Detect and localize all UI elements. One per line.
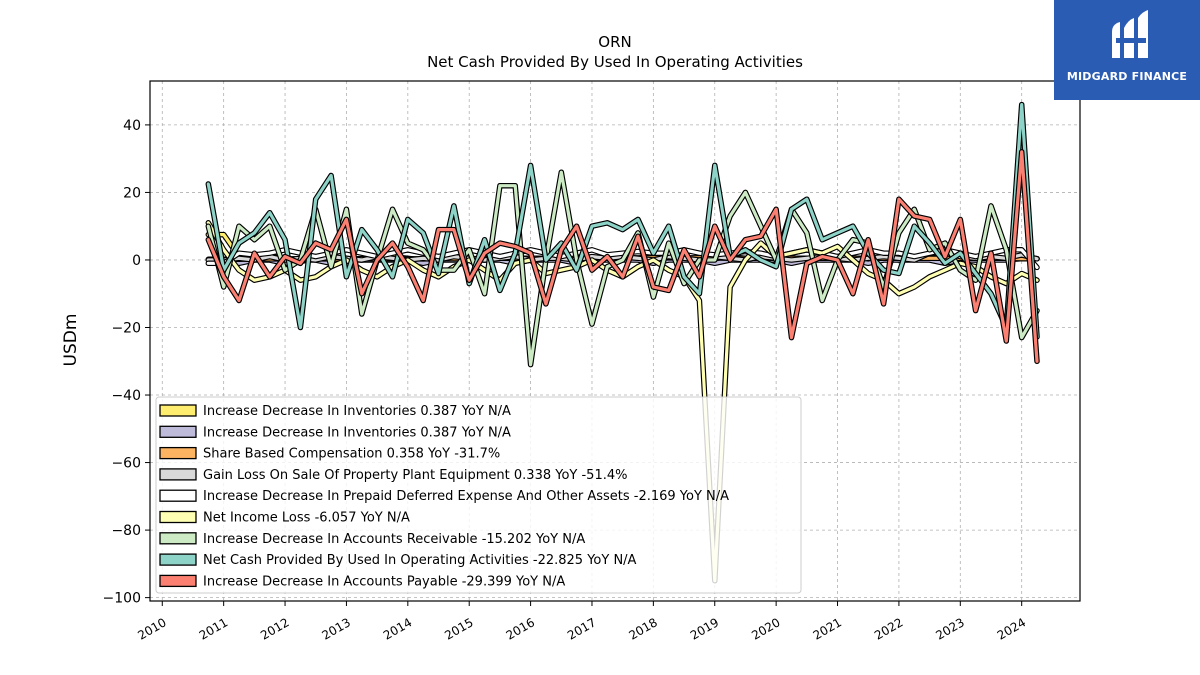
legend-label: Increase Decrease In Prepaid Deferred Ex… — [203, 489, 729, 504]
legend-swatch — [159, 425, 197, 438]
x-tick-label: 2024 — [995, 615, 1028, 642]
x-tick-label: 2014 — [381, 615, 414, 642]
legend-swatch — [159, 532, 197, 545]
y-tick-label: −20 — [111, 320, 141, 336]
legend-label: Gain Loss On Sale Of Property Plant Equi… — [203, 468, 627, 483]
x-tick-label: 2011 — [197, 615, 230, 642]
y-tick-label: 20 — [123, 185, 141, 201]
y-tick-label: 40 — [123, 118, 141, 134]
legend-label: Net Income Loss -6.057 YoY N/A — [203, 511, 410, 526]
x-tick-label: 2020 — [749, 615, 782, 642]
legend-label: Increase Decrease In Accounts Payable -2… — [203, 574, 565, 589]
y-tick-label: −40 — [111, 388, 141, 404]
legend-label: Net Cash Provided By Used In Operating A… — [203, 553, 637, 568]
chart-subtitle: Net Cash Provided By Used In Operating A… — [427, 53, 803, 71]
x-tick-label: 2022 — [872, 615, 905, 642]
legend-label: Increase Decrease In Inventories 0.387 Y… — [203, 425, 511, 440]
chart-title: ORN — [598, 33, 631, 51]
x-tick-label: 2021 — [811, 615, 844, 642]
legend-label: Increase Decrease In Inventories 0.387 Y… — [203, 404, 511, 419]
legend-label: Increase Decrease In Accounts Receivable… — [203, 532, 585, 547]
series-line-stroke — [206, 248, 1039, 269]
series-line-stroke — [206, 170, 1039, 367]
x-tick-label: 2019 — [688, 615, 721, 642]
legend: Increase Decrease In Inventories 0.387 Y… — [155, 396, 802, 594]
logo-text: MIDGARD FINANCE — [1066, 70, 1188, 83]
plot-frame — [149, 80, 1081, 602]
x-tick-label: 2013 — [320, 615, 353, 642]
legend-swatch — [159, 446, 197, 460]
x-tick-label: 2016 — [504, 615, 537, 642]
legend-label: Share Based Compensation 0.358 YoY -31.7… — [203, 447, 500, 462]
x-tick-label: 2012 — [258, 615, 291, 642]
series-line-stroke — [206, 102, 1039, 339]
series-line-stroke — [206, 150, 1039, 363]
legend-swatch — [159, 489, 197, 502]
series-line — [205, 169, 1040, 368]
series-line — [205, 149, 1040, 365]
x-tick-label: 2018 — [626, 615, 659, 642]
legend-swatch — [159, 553, 197, 566]
series-line — [205, 101, 1040, 340]
x-tick-label: 2017 — [565, 615, 598, 642]
y-tick-label: −60 — [111, 456, 141, 472]
midgard-logo-icon — [1112, 10, 1148, 58]
y-tick-label: 0 — [132, 253, 141, 269]
y-axis-label: USDm — [61, 314, 81, 367]
legend-box — [155, 396, 802, 594]
x-tick-label: 2023 — [933, 615, 966, 642]
legend-swatch — [159, 574, 197, 588]
x-tick-label: 2010 — [135, 615, 168, 642]
y-tick-label: −100 — [103, 591, 141, 607]
x-axis: 2010 2011 2012 2013 2014 2015 2016 2017 2018 2019… — [135, 601, 1028, 643]
series-line — [205, 247, 1040, 271]
x-tick-label: 2015 — [442, 615, 475, 642]
series-line-outline — [205, 101, 1040, 340]
legend-swatch — [159, 468, 197, 481]
midgard-finance-logo: MIDGARD FINANCE — [1054, 0, 1200, 100]
y-axis: 40 20 0 −20 −40 −60 −80 −100 — [103, 118, 150, 607]
legend-swatch — [159, 404, 197, 417]
series-lines — [205, 101, 1040, 584]
y-tick-label: −80 — [111, 523, 141, 539]
legend-swatch — [159, 510, 197, 524]
